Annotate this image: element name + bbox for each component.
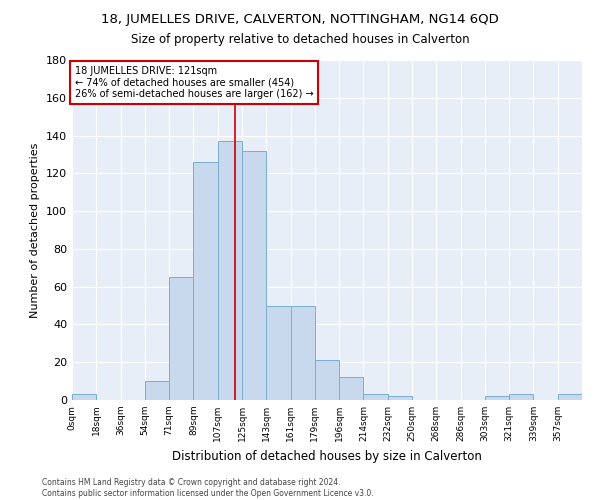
Bar [193, 162, 218, 400]
Bar [364, 394, 388, 400]
Bar [485, 396, 509, 400]
Y-axis label: Number of detached properties: Number of detached properties [31, 142, 40, 318]
X-axis label: Distribution of detached houses by size in Calverton: Distribution of detached houses by size … [172, 450, 482, 462]
Bar [145, 381, 169, 400]
Text: 18 JUMELLES DRIVE: 121sqm
← 74% of detached houses are smaller (454)
26% of semi: 18 JUMELLES DRIVE: 121sqm ← 74% of detac… [74, 66, 313, 99]
Text: Contains HM Land Registry data © Crown copyright and database right 2024.
Contai: Contains HM Land Registry data © Crown c… [42, 478, 374, 498]
Text: 18, JUMELLES DRIVE, CALVERTON, NOTTINGHAM, NG14 6QD: 18, JUMELLES DRIVE, CALVERTON, NOTTINGHA… [101, 12, 499, 26]
Bar [242, 150, 266, 400]
Bar [218, 141, 242, 400]
Bar [169, 277, 193, 400]
Bar [339, 378, 364, 400]
Bar [558, 394, 582, 400]
Bar [72, 394, 96, 400]
Bar [266, 306, 290, 400]
Text: Size of property relative to detached houses in Calverton: Size of property relative to detached ho… [131, 32, 469, 46]
Bar [388, 396, 412, 400]
Bar [509, 394, 533, 400]
Bar [290, 306, 315, 400]
Bar [315, 360, 339, 400]
